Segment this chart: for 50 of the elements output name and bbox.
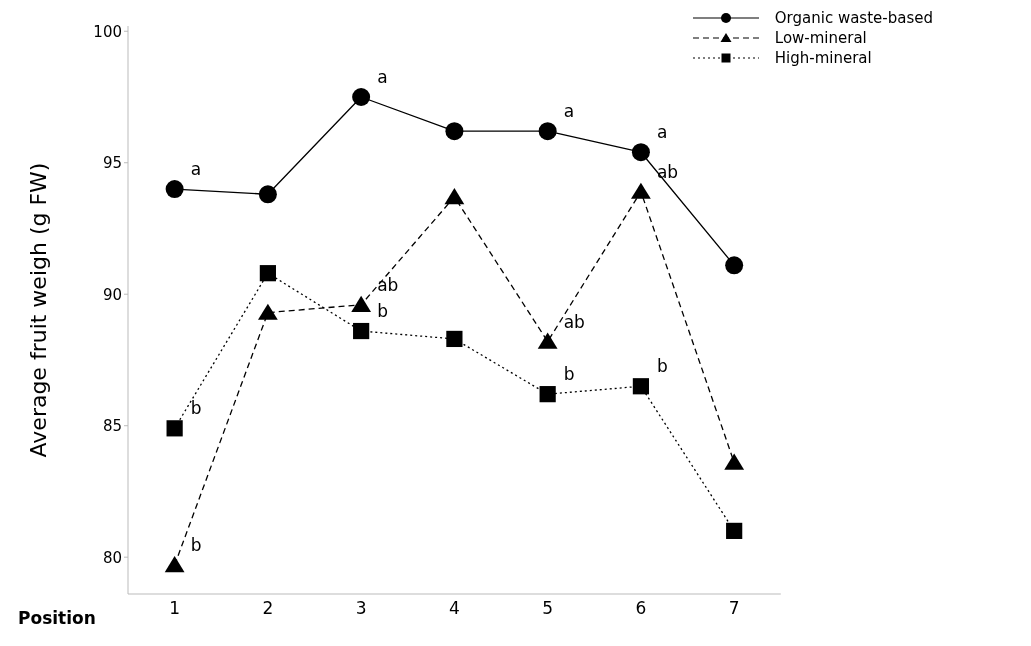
annotation: b: [190, 398, 202, 419]
y-axis-title: Average fruit weigh (g FW): [25, 162, 51, 458]
point: [165, 180, 184, 199]
annotation: ab: [656, 161, 679, 182]
x-axis-title: Position: [18, 608, 96, 628]
annotation: b: [190, 535, 202, 556]
point: [539, 386, 556, 403]
point: [725, 256, 744, 275]
point: [259, 265, 276, 282]
annotation: b: [563, 364, 575, 385]
point: [538, 122, 557, 141]
point: [166, 420, 183, 437]
annotation: a: [656, 122, 668, 143]
point: [257, 303, 278, 320]
legend-label: High-mineral: [774, 49, 872, 67]
point: [446, 330, 463, 348]
point: [258, 185, 277, 204]
point: [445, 122, 464, 141]
point: [164, 556, 185, 573]
annotation: b: [656, 356, 668, 377]
x-tick-label: 7: [728, 598, 740, 619]
point: [352, 88, 371, 106]
point: [724, 453, 745, 470]
annotation: a: [377, 67, 388, 87]
annotation: b: [377, 301, 388, 322]
y-tick-label: 95: [102, 154, 122, 173]
y-tick-label: 80: [102, 548, 122, 567]
point: [631, 143, 650, 162]
annotation: a: [563, 101, 575, 122]
y-tick-label: 85: [102, 417, 122, 436]
annotation: ab: [563, 311, 585, 332]
legend-label: Low-mineral: [774, 29, 867, 47]
x-tick-label: 3: [355, 598, 367, 619]
point: [726, 522, 743, 539]
point: [632, 378, 650, 395]
point: [631, 182, 651, 199]
point: [537, 332, 558, 349]
annotation: ab: [377, 274, 399, 295]
y-tick-label: 90: [102, 285, 122, 304]
x-tick-label: 6: [635, 598, 647, 619]
point: [351, 295, 372, 312]
annotation: a: [190, 159, 202, 180]
legend-label: Organic waste-based: [774, 9, 933, 27]
y-tick-label: 100: [93, 22, 122, 41]
point: [353, 322, 370, 340]
x-tick-label: 4: [448, 598, 460, 619]
x-tick-label: 5: [542, 598, 554, 619]
point: [444, 187, 465, 205]
x-tick-label: 1: [169, 598, 181, 619]
x-tick-label: 2: [262, 598, 274, 619]
